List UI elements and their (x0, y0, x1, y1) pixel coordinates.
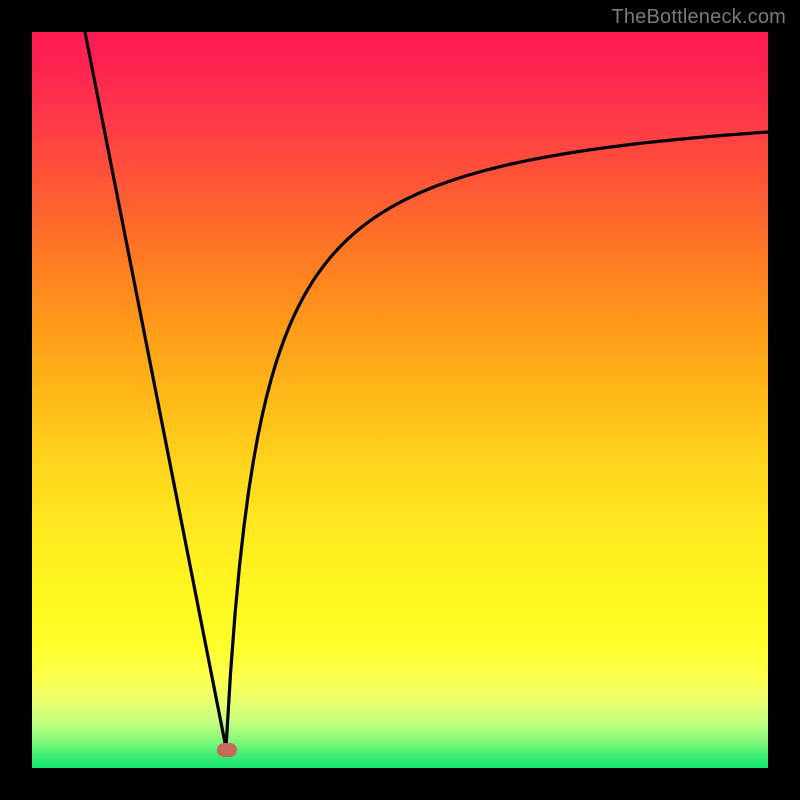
optimum-marker (217, 743, 237, 757)
bottleneck-curve (32, 32, 768, 768)
plot-area (32, 32, 768, 768)
curve-path (85, 32, 768, 748)
watermark-text: TheBottleneck.com (611, 6, 786, 29)
